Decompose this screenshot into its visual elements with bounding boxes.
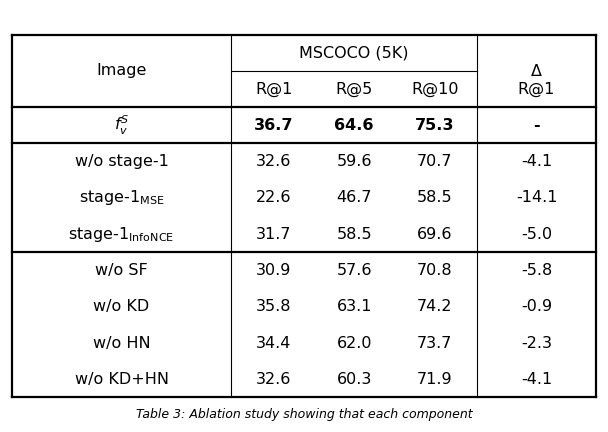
Text: 59.6: 59.6 <box>336 154 372 169</box>
Text: -4.1: -4.1 <box>521 372 552 387</box>
Text: 36.7: 36.7 <box>254 118 293 133</box>
Text: 58.5: 58.5 <box>336 227 372 241</box>
Text: 64.6: 64.6 <box>334 118 374 133</box>
Text: 70.8: 70.8 <box>417 263 452 278</box>
Text: 35.8: 35.8 <box>256 299 291 314</box>
Text: 46.7: 46.7 <box>336 191 372 205</box>
Text: 32.6: 32.6 <box>256 372 291 387</box>
Text: Table 3: Ablation study showing that each component: Table 3: Ablation study showing that eac… <box>136 408 472 421</box>
Text: 74.2: 74.2 <box>417 299 452 314</box>
Text: -14.1: -14.1 <box>516 191 558 205</box>
Text: 71.9: 71.9 <box>417 372 452 387</box>
Text: -5.0: -5.0 <box>521 227 552 241</box>
Text: -: - <box>533 118 540 133</box>
Text: stage-1$_{\mathsf{MSE}}$: stage-1$_{\mathsf{MSE}}$ <box>79 188 164 207</box>
Text: R@5: R@5 <box>336 81 373 97</box>
Text: R@1: R@1 <box>255 81 292 97</box>
Text: 58.5: 58.5 <box>417 191 452 205</box>
Text: w/o KD: w/o KD <box>94 299 150 314</box>
Text: -0.9: -0.9 <box>521 299 552 314</box>
Text: w/o KD+HN: w/o KD+HN <box>75 372 168 387</box>
Text: 73.7: 73.7 <box>417 336 452 350</box>
Text: R@10: R@10 <box>411 81 458 97</box>
Text: $\Delta$: $\Delta$ <box>530 63 543 79</box>
Text: 75.3: 75.3 <box>415 118 454 133</box>
Text: -2.3: -2.3 <box>521 336 552 350</box>
Text: w/o HN: w/o HN <box>93 336 150 350</box>
Text: 69.6: 69.6 <box>417 227 452 241</box>
Text: $f_v^S$: $f_v^S$ <box>114 114 130 137</box>
Text: 60.3: 60.3 <box>336 372 372 387</box>
Text: 30.9: 30.9 <box>256 263 291 278</box>
Text: 31.7: 31.7 <box>256 227 291 241</box>
Text: 57.6: 57.6 <box>336 263 372 278</box>
Text: -5.8: -5.8 <box>521 263 552 278</box>
Text: 62.0: 62.0 <box>336 336 372 350</box>
Text: R@1: R@1 <box>518 81 555 97</box>
Text: Image: Image <box>97 64 147 78</box>
Text: 22.6: 22.6 <box>256 191 291 205</box>
Text: MSCOCO (5K): MSCOCO (5K) <box>299 45 409 60</box>
Text: w/o SF: w/o SF <box>95 263 148 278</box>
Text: -4.1: -4.1 <box>521 154 552 169</box>
Text: stage-1$_{\mathsf{InfoNCE}}$: stage-1$_{\mathsf{InfoNCE}}$ <box>69 225 174 244</box>
Text: w/o stage-1: w/o stage-1 <box>75 154 168 169</box>
Text: 34.4: 34.4 <box>256 336 291 350</box>
Text: 32.6: 32.6 <box>256 154 291 169</box>
Text: 63.1: 63.1 <box>336 299 372 314</box>
Text: 70.7: 70.7 <box>417 154 452 169</box>
